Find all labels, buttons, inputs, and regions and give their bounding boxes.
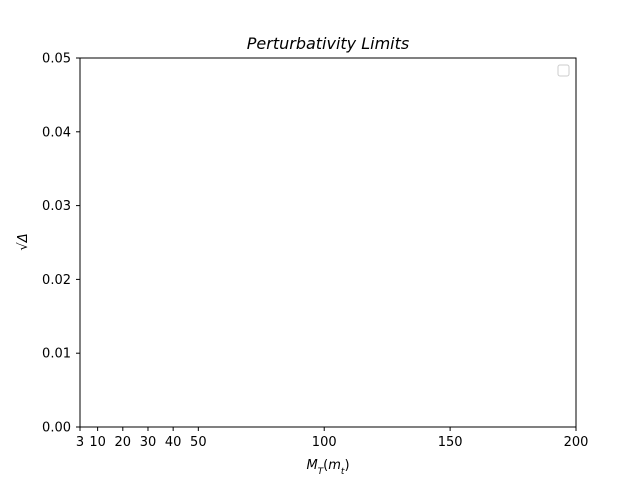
y-tick-label: 0.02 (42, 273, 71, 288)
x-tick-label: 20 (115, 435, 132, 450)
legend-box (557, 64, 570, 77)
y-tick-label: 0.04 (42, 125, 71, 140)
y-axis-label: √Δ (16, 233, 31, 250)
y-tick-label: 0.03 (42, 199, 71, 214)
x-tick-label: 200 (564, 435, 589, 450)
x-tick-label: 50 (190, 435, 207, 450)
plot-area (79, 57, 577, 428)
y-tick-label: 0.01 (42, 347, 71, 362)
x-tick-label: 3 (76, 435, 84, 450)
chart-title: Perturbativity Limits (247, 34, 409, 53)
x-tick-label: 100 (312, 435, 337, 450)
x-tick-label: 150 (438, 435, 463, 450)
x-axis: 3 10 20 30 40 50 100 150 200 (76, 427, 589, 450)
x-tick-label: 10 (89, 435, 106, 450)
x-tick-label: 30 (140, 435, 157, 450)
y-axis: 0.00 0.01 0.02 0.03 0.04 0.05 (42, 52, 80, 436)
y-tick-label: 0.00 (42, 421, 71, 436)
y-tick-label: 0.05 (42, 52, 71, 67)
x-axis-label: MT(mt) (306, 458, 349, 477)
x-tick-label: 40 (165, 435, 182, 450)
